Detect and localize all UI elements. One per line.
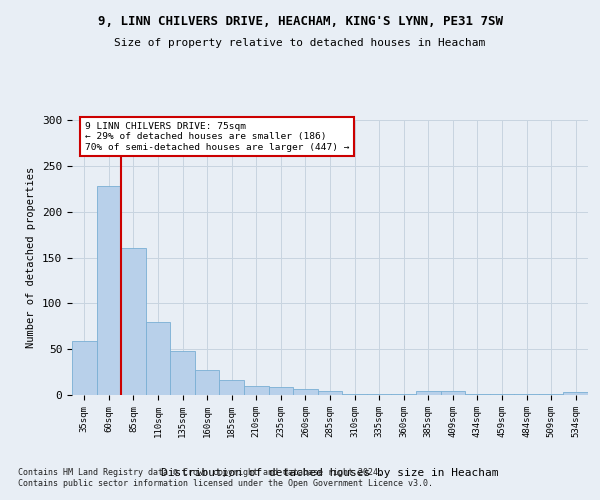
Bar	[318, 392, 342, 395]
Bar	[490, 394, 514, 395]
Bar	[72, 341, 97, 395]
Bar	[269, 387, 293, 395]
Bar	[146, 322, 170, 395]
Text: 9 LINN CHILVERS DRIVE: 75sqm
← 29% of detached houses are smaller (186)
70% of s: 9 LINN CHILVERS DRIVE: 75sqm ← 29% of de…	[85, 122, 349, 152]
Bar	[121, 248, 146, 395]
Y-axis label: Number of detached properties: Number of detached properties	[26, 167, 37, 348]
Text: Contains HM Land Registry data © Crown copyright and database right 2024.
Contai: Contains HM Land Registry data © Crown c…	[18, 468, 433, 487]
Bar	[97, 186, 121, 395]
Bar	[244, 386, 269, 395]
Bar	[293, 388, 318, 395]
Bar	[195, 370, 220, 395]
Bar	[465, 394, 490, 395]
Text: Size of property relative to detached houses in Heacham: Size of property relative to detached ho…	[115, 38, 485, 48]
Bar	[220, 380, 244, 395]
Bar	[367, 394, 391, 395]
Bar	[170, 351, 195, 395]
Text: 9, LINN CHILVERS DRIVE, HEACHAM, KING'S LYNN, PE31 7SW: 9, LINN CHILVERS DRIVE, HEACHAM, KING'S …	[97, 15, 503, 28]
Text: Distribution of detached houses by size in Heacham: Distribution of detached houses by size …	[161, 468, 499, 477]
Bar	[539, 394, 563, 395]
Bar	[416, 392, 440, 395]
Bar	[563, 392, 588, 395]
Bar	[514, 394, 539, 395]
Bar	[391, 394, 416, 395]
Bar	[440, 392, 465, 395]
Bar	[342, 394, 367, 395]
